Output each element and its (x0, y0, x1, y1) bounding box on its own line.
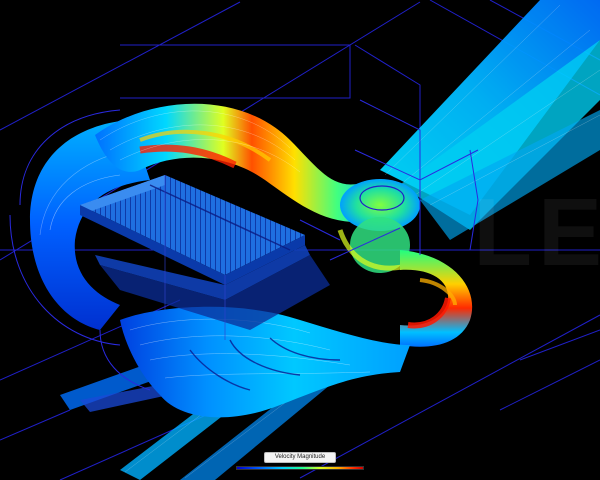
outlet-jet (380, 0, 600, 240)
legend-color-bar (236, 466, 364, 470)
component-outlines (9, 99, 479, 391)
flow-loop-top (95, 103, 380, 223)
vortex-core (337, 179, 420, 273)
flow-loop-right (400, 250, 473, 347)
legend-title: Velocity Magnitude (274, 454, 326, 460)
legend-title-box: Velocity Magnitude (264, 452, 336, 463)
color-legend: Velocity Magnitude (236, 452, 364, 476)
flow-loop-bottom (120, 306, 410, 418)
heat-sink (80, 175, 330, 340)
